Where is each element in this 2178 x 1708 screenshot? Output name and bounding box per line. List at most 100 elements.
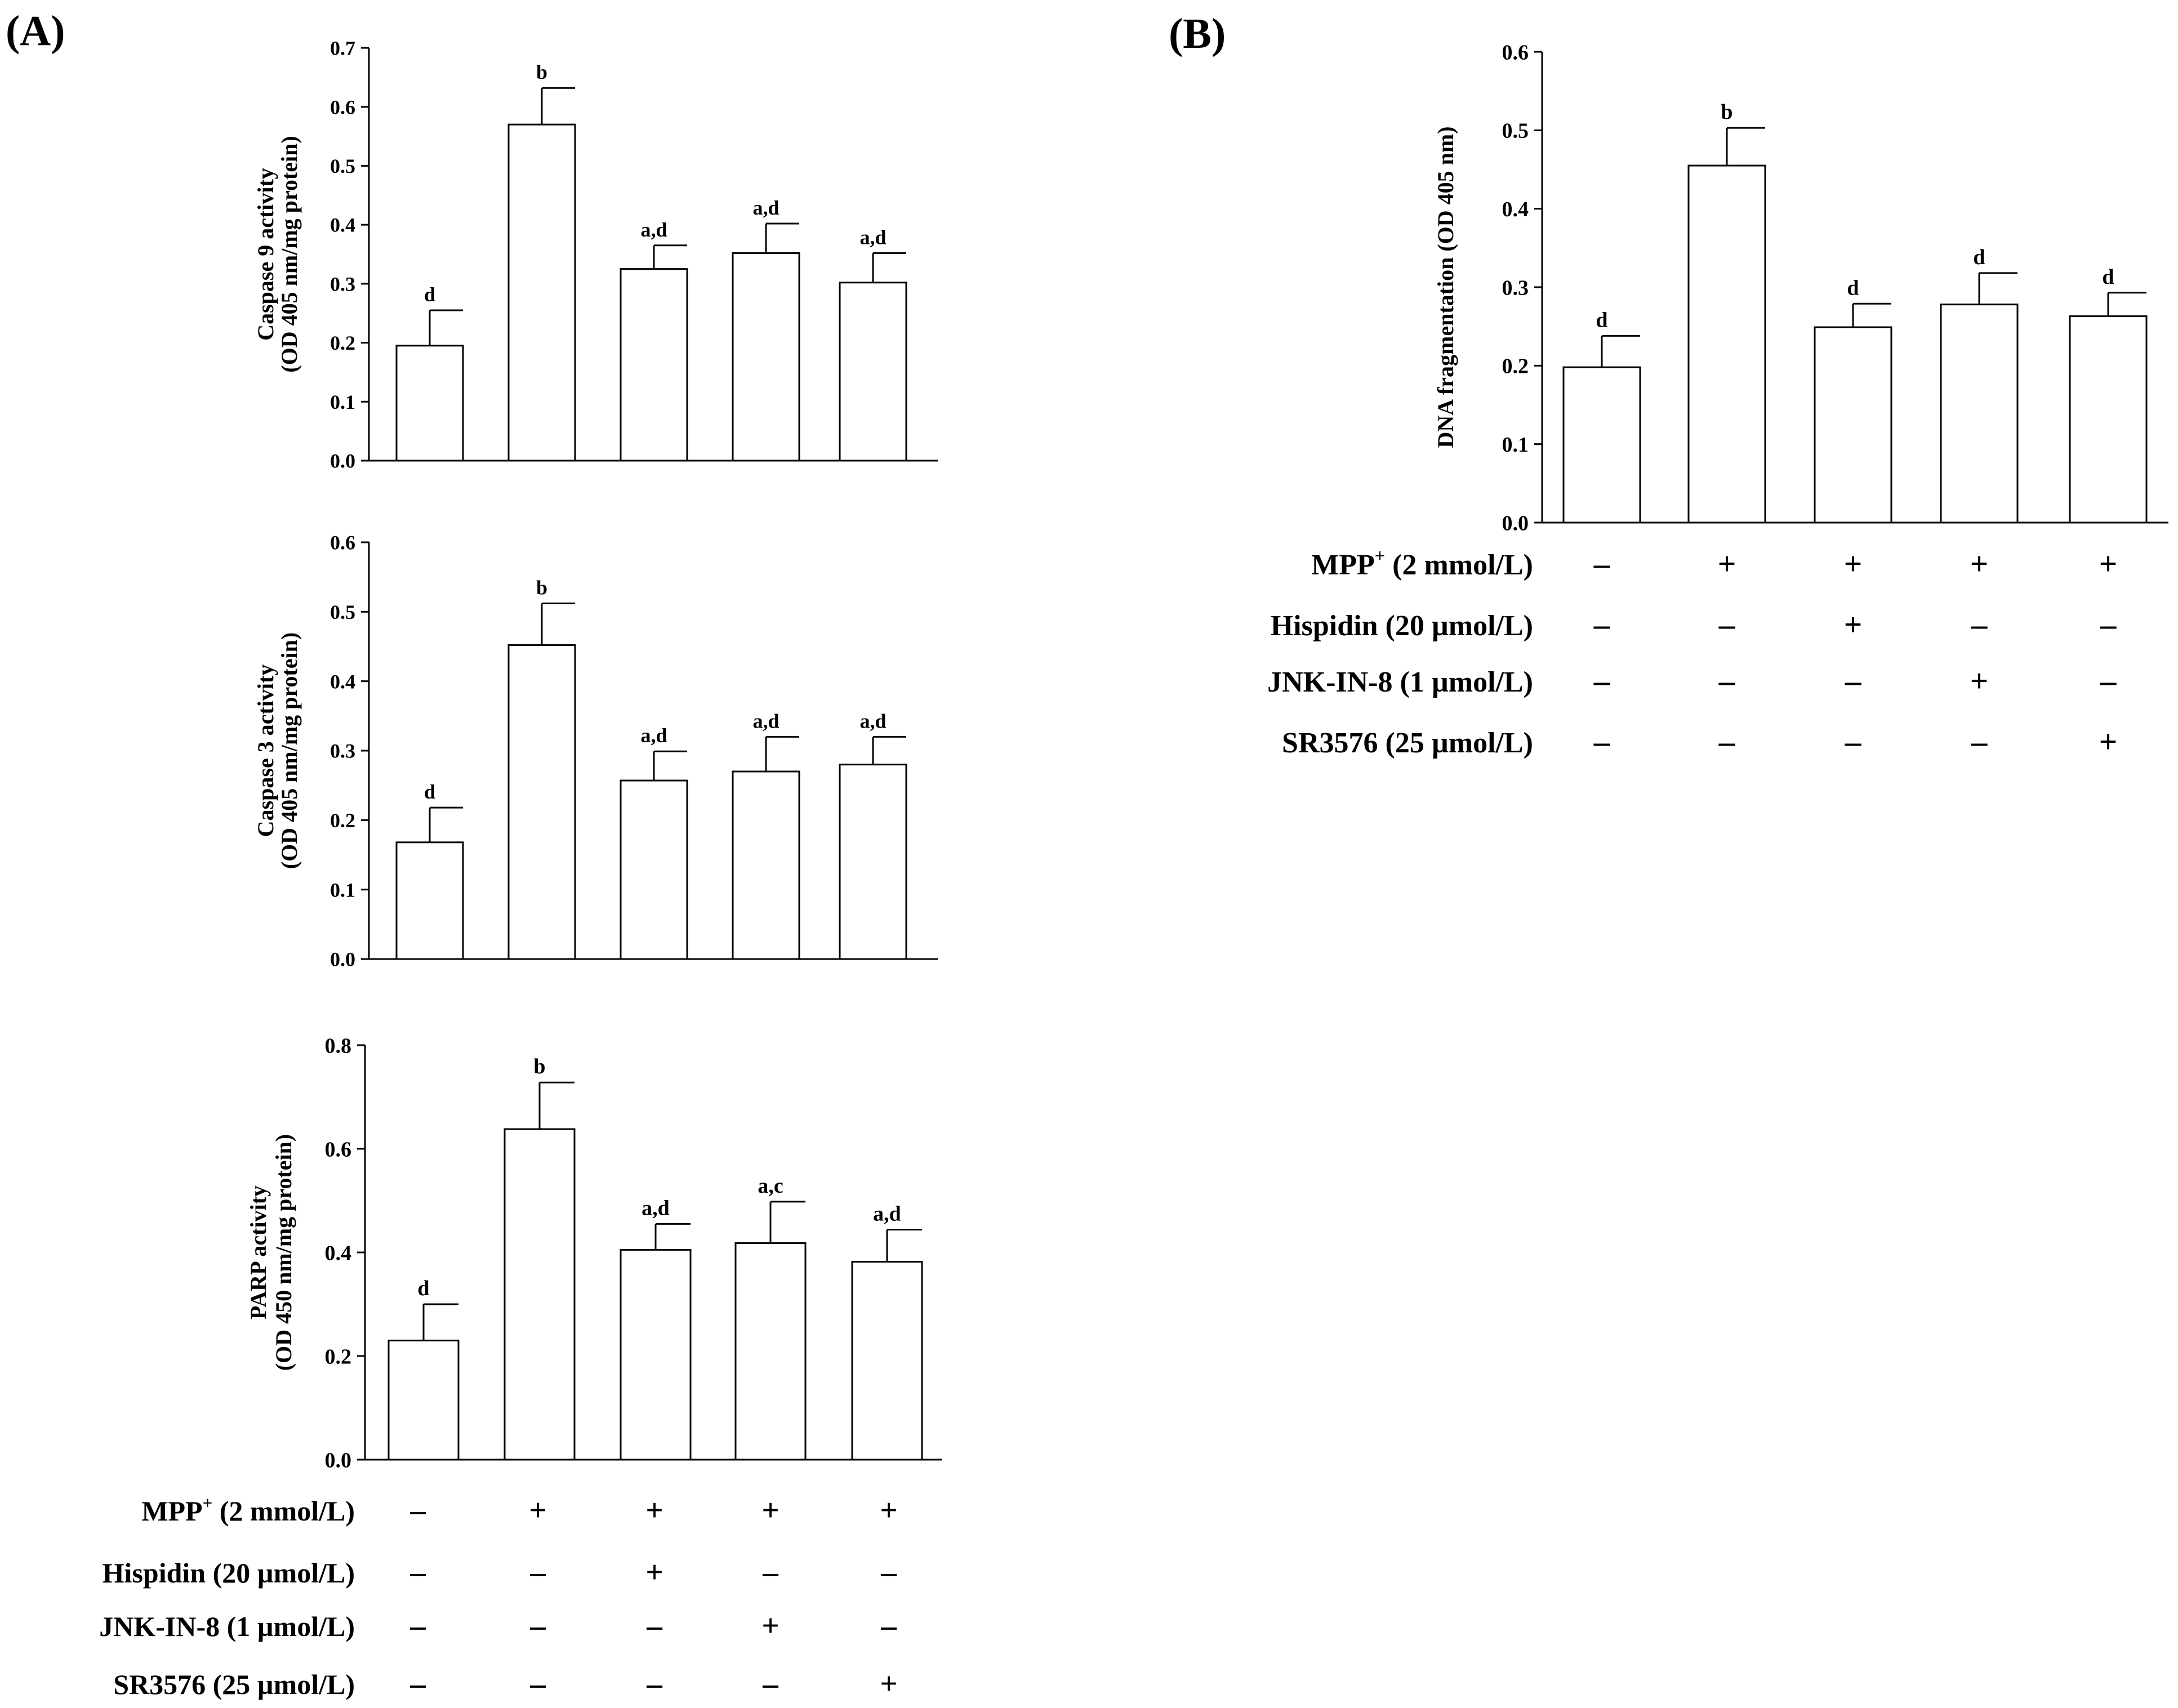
treatment-sign: – bbox=[1971, 724, 1988, 760]
y-tick-label: 0.4 bbox=[330, 670, 355, 693]
y-axis-title-line2: (OD 405 nm/mg protein) bbox=[277, 136, 302, 372]
significance-label: a,d bbox=[752, 197, 779, 219]
significance-label: b bbox=[536, 61, 547, 83]
treatment-sign: – bbox=[2100, 607, 2117, 643]
y-axis-title: Caspase 9 activity bbox=[253, 168, 278, 341]
treatment-sign: + bbox=[529, 1493, 546, 1527]
treatment-sign: + bbox=[880, 1493, 897, 1527]
bar bbox=[620, 1248, 692, 1461]
chart-caspase9: 0.0 0.1 0.2 0.3 0.4 0.5 0.6 0.7 Caspase 9 activi… bbox=[253, 37, 938, 472]
significance-label: a,d bbox=[859, 710, 886, 732]
significance-label: d bbox=[417, 1277, 429, 1300]
y-tick-label: 0.2 bbox=[1502, 355, 1529, 378]
significance-label: a,d bbox=[859, 226, 886, 248]
bar bbox=[507, 123, 576, 462]
treatment-sign: + bbox=[1844, 546, 1863, 582]
significance-label: a,d bbox=[873, 1202, 901, 1226]
treatment-label-main: Hispidin (20 µmol/L) bbox=[1271, 610, 1533, 642]
treatment-label: SR3576 (25 µmol/L) bbox=[113, 1669, 355, 1700]
bar bbox=[395, 345, 464, 462]
significance-label: d bbox=[1847, 276, 1859, 300]
y-tick-label: 0.0 bbox=[325, 1448, 352, 1472]
treatment-sign: + bbox=[880, 1666, 897, 1701]
panel-b-label: (B) bbox=[1169, 10, 1226, 57]
treatment-sign: – bbox=[529, 1608, 546, 1643]
treatment-sign: – bbox=[646, 1608, 662, 1643]
treatment-label-main: SR3576 (25 µmol/L) bbox=[113, 1669, 355, 1700]
bar bbox=[620, 268, 688, 462]
treatment-sign: – bbox=[409, 1493, 426, 1527]
bar bbox=[1687, 164, 1766, 524]
treatment-label: MPP+ (2 mmol/L) bbox=[1311, 546, 1533, 581]
bar bbox=[620, 779, 688, 960]
treatment-label: JNK-IN-8 (1 µmol/L) bbox=[1267, 666, 1533, 698]
treatment-sign: – bbox=[1845, 724, 1861, 760]
treatment-label: SR3576 (25 µmol/L) bbox=[1282, 727, 1533, 759]
treatment-sign: + bbox=[1718, 546, 1736, 582]
y-tick-label: 0.5 bbox=[1502, 119, 1529, 143]
treatment-sign: – bbox=[2100, 663, 2117, 699]
treatment-sign: – bbox=[409, 1608, 426, 1643]
y-tick-label: 0.3 bbox=[330, 273, 355, 295]
treatment-sign: – bbox=[529, 1666, 546, 1701]
y-axis-title-line2: (OD 405 nm/mg protein) bbox=[277, 632, 302, 869]
y-axis-title: Caspase 3 activity bbox=[253, 665, 278, 837]
bar bbox=[1562, 366, 1641, 524]
treatment-label-main: JNK-IN-8 (1 µmol/L) bbox=[1267, 666, 1533, 698]
treatment-label: Hispidin (20 µmol/L) bbox=[103, 1557, 355, 1589]
treatment-label-rest: (2 mmol/L) bbox=[1385, 549, 1533, 581]
treatment-table-b: MPP+ (2 mmol/L) – + + + +Hispidin (20 µmol/L)… bbox=[1267, 546, 2117, 760]
treatment-label-main: SR3576 (25 µmol/L) bbox=[1282, 727, 1533, 759]
y-tick-label: 0.2 bbox=[330, 809, 355, 832]
bar bbox=[839, 282, 907, 462]
bar bbox=[504, 1128, 576, 1461]
y-tick-label: 0.6 bbox=[330, 96, 355, 118]
treatment-sign: – bbox=[1593, 607, 1610, 643]
significance-label: d bbox=[1973, 246, 1985, 269]
y-tick-label: 0.3 bbox=[330, 740, 355, 762]
significance-label: b bbox=[536, 577, 547, 599]
bar bbox=[734, 1242, 807, 1461]
y-tick-label: 0.5 bbox=[330, 155, 355, 177]
treatment-sign: – bbox=[1718, 607, 1735, 643]
treatment-sign: – bbox=[1593, 546, 1610, 582]
treatment-sign: + bbox=[2099, 724, 2118, 760]
bar bbox=[1814, 326, 1892, 524]
significance-label: a,c bbox=[758, 1174, 783, 1198]
chart-dna-fragmentation: 0.0 0.1 0.2 0.3 0.4 0.5 0.6 DNA fragmentation (… bbox=[1433, 41, 2168, 535]
significance-label: a,d bbox=[642, 1196, 670, 1220]
bar bbox=[732, 252, 800, 462]
chart-caspase3: 0.0 0.1 0.2 0.3 0.4 0.5 0.6 Caspase 3 activity(… bbox=[253, 532, 938, 971]
y-tick-label: 0.6 bbox=[1502, 41, 1529, 64]
y-tick-label: 0.1 bbox=[1502, 433, 1529, 457]
y-tick-label: 0.0 bbox=[330, 948, 355, 971]
bar bbox=[839, 764, 907, 960]
y-tick-label: 0.3 bbox=[1502, 276, 1529, 300]
treatment-label-main: MPP bbox=[1311, 549, 1375, 581]
significance-label: a,d bbox=[640, 218, 667, 241]
y-axis-title-line2: (OD 450 nm/mg protein) bbox=[271, 1134, 296, 1371]
treatment-sign: + bbox=[1970, 663, 1989, 699]
y-tick-label: 0.7 bbox=[330, 37, 355, 60]
treatment-sign: – bbox=[1845, 663, 1861, 699]
y-tick-label: 0.1 bbox=[330, 391, 355, 413]
treatment-label-rest: (2 mmol/L) bbox=[212, 1495, 355, 1527]
y-axis-title: DNA fragmentation (OD 405 nm) bbox=[1433, 126, 1458, 448]
significance-label: a,d bbox=[640, 724, 667, 747]
treatment-label-main: JNK-IN-8 (1 µmol/L) bbox=[99, 1611, 355, 1642]
bar bbox=[851, 1261, 923, 1461]
y-tick-label: 0.5 bbox=[330, 601, 355, 623]
treatment-label-main: Hispidin (20 µmol/L) bbox=[103, 1557, 355, 1589]
significance-label: b bbox=[533, 1055, 545, 1078]
y-tick-label: 0.0 bbox=[1502, 511, 1529, 535]
y-tick-label: 0.2 bbox=[325, 1345, 352, 1368]
chart-parp: 0.0 0.2 0.4 0.6 0.8 PARP activity (OD 450 nm/m… bbox=[246, 1034, 942, 1472]
significance-label: d bbox=[1596, 308, 1607, 332]
significance-label: a,d bbox=[752, 710, 779, 732]
treatment-sign: – bbox=[1718, 724, 1735, 760]
treatment-sign: + bbox=[2099, 546, 2118, 582]
treatment-sign: + bbox=[1970, 546, 1989, 582]
treatment-sign: + bbox=[645, 1555, 663, 1589]
treatment-label-superscript: + bbox=[203, 1493, 213, 1513]
